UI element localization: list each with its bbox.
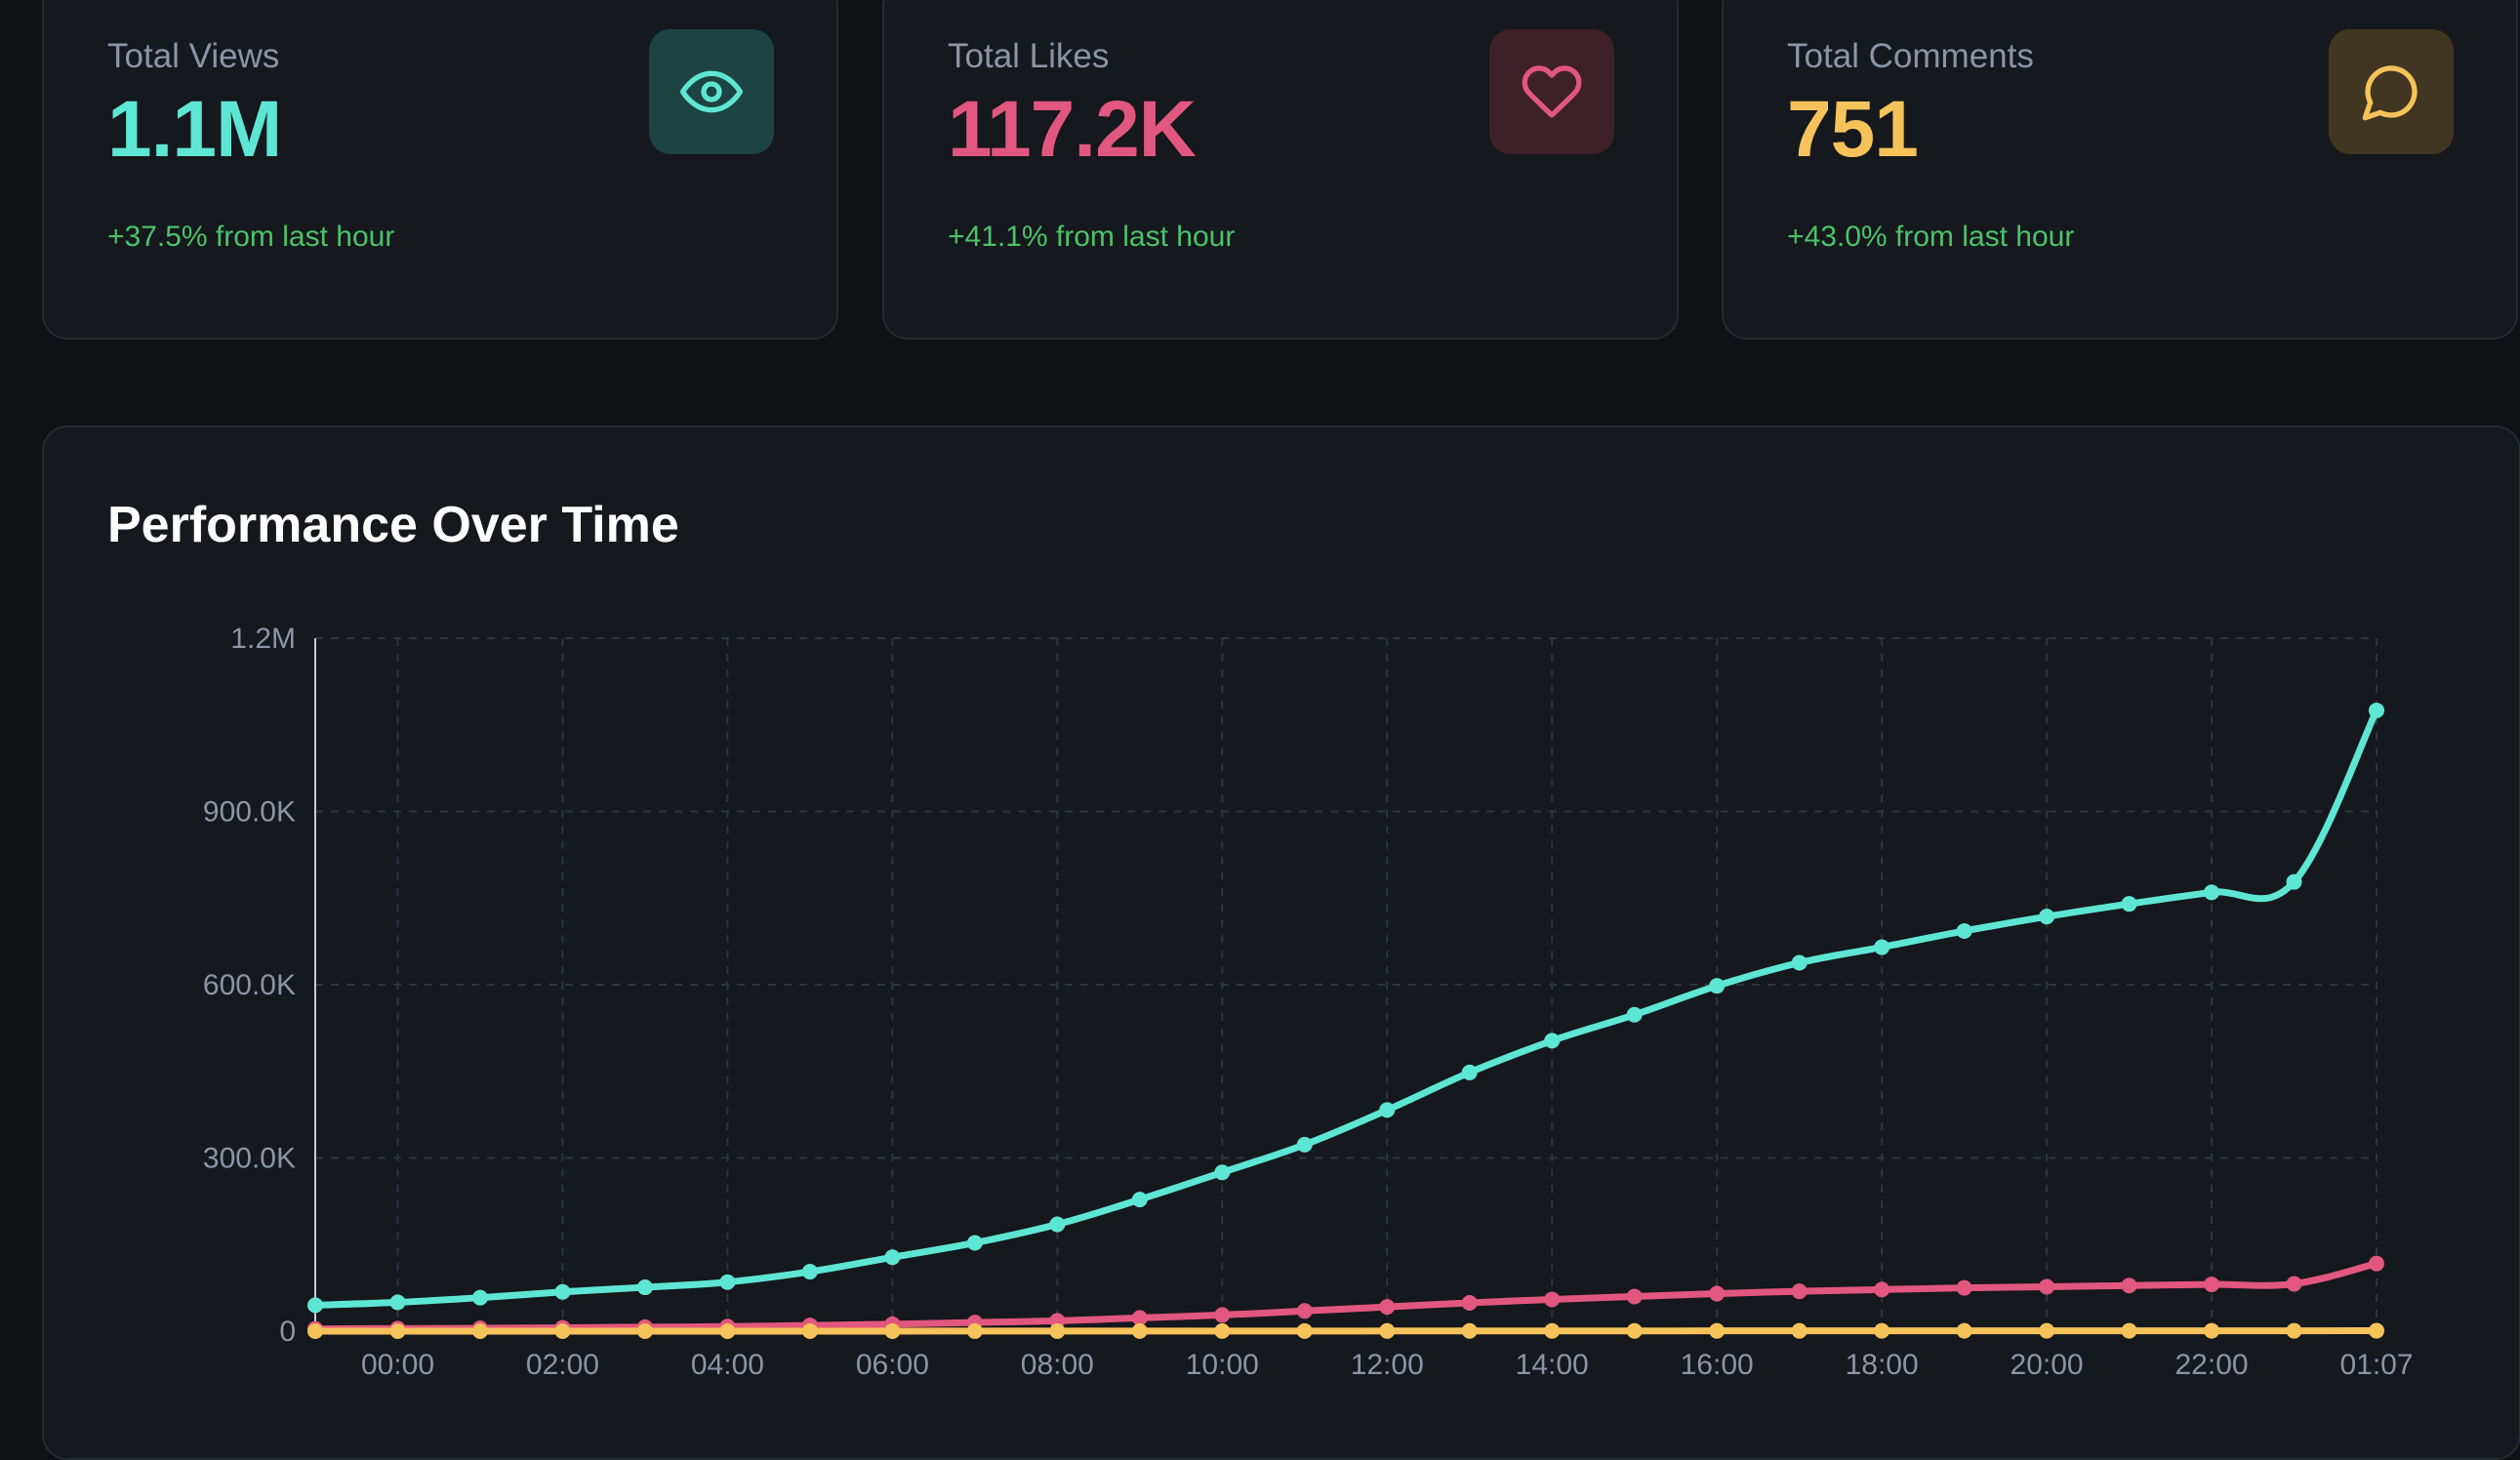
series-point-2: [719, 1323, 735, 1339]
series-point-1: [2369, 1256, 2384, 1272]
x-tick-label: 18:00: [1846, 1349, 1919, 1381]
series-point-2: [1214, 1323, 1230, 1339]
series-point-2: [554, 1323, 570, 1339]
series-point-1: [1957, 1280, 1972, 1296]
series-point-0: [2287, 874, 2302, 890]
series-point-0: [307, 1297, 323, 1313]
series-point-0: [967, 1235, 983, 1250]
series-point-1: [2122, 1278, 2137, 1293]
series-point-0: [1627, 1007, 1643, 1023]
series-point-2: [1792, 1323, 1808, 1339]
x-tick-label: 01:07: [2339, 1349, 2413, 1381]
series-point-0: [2122, 896, 2137, 912]
series-point-1: [1874, 1281, 1890, 1297]
series-point-0: [1874, 940, 1890, 955]
series-point-2: [1049, 1323, 1065, 1339]
series-point-2: [2204, 1323, 2219, 1339]
x-tick-label: 10:00: [1186, 1349, 1259, 1381]
series-point-1: [1462, 1295, 1478, 1311]
series-point-0: [1297, 1137, 1313, 1153]
series-point-0: [2039, 909, 2054, 924]
x-tick-label: 20:00: [2011, 1349, 2084, 1381]
series-point-2: [472, 1323, 488, 1339]
series-point-2: [389, 1323, 405, 1339]
series-point-0: [719, 1275, 735, 1290]
series-point-2: [1462, 1323, 1478, 1339]
y-tick-label: 300.0K: [203, 1143, 296, 1175]
series-point-1: [1214, 1307, 1230, 1322]
x-tick-label: 12:00: [1351, 1349, 1424, 1381]
series-line-1: [315, 1264, 2377, 1329]
series-point-0: [1132, 1192, 1148, 1207]
y-tick-label: 900.0K: [203, 796, 296, 829]
series-point-0: [637, 1279, 653, 1295]
series-point-2: [637, 1323, 653, 1339]
series-point-0: [389, 1294, 405, 1310]
series-point-0: [1544, 1033, 1560, 1048]
series-point-1: [1379, 1299, 1395, 1315]
series-point-2: [2369, 1323, 2384, 1339]
series-point-0: [1462, 1065, 1478, 1080]
series-point-2: [802, 1323, 818, 1339]
series-point-0: [884, 1249, 900, 1265]
series-point-2: [1627, 1323, 1643, 1339]
x-tick-label: 06:00: [856, 1349, 929, 1381]
series-point-2: [2039, 1323, 2054, 1339]
x-tick-label: 04:00: [691, 1349, 764, 1381]
series-point-2: [1544, 1323, 1560, 1339]
series-point-0: [472, 1290, 488, 1306]
series-point-2: [1297, 1323, 1313, 1339]
x-tick-label: 14:00: [1516, 1349, 1589, 1381]
y-tick-label: 600.0K: [203, 969, 296, 1001]
series-point-2: [884, 1323, 900, 1339]
series-line-0: [315, 710, 2377, 1305]
y-tick-label: 1.2M: [230, 623, 296, 655]
series-point-0: [2204, 884, 2219, 900]
series-point-0: [2369, 703, 2384, 718]
series-point-2: [1132, 1323, 1148, 1339]
series-point-2: [2122, 1323, 2137, 1339]
series-point-1: [2287, 1276, 2302, 1291]
series-point-2: [1957, 1323, 1972, 1339]
series-point-1: [2204, 1277, 2219, 1292]
series-point-2: [307, 1323, 323, 1339]
x-tick-label: 02:00: [526, 1349, 599, 1381]
series-point-2: [1709, 1323, 1725, 1339]
series-point-0: [1379, 1102, 1395, 1117]
series-point-2: [1379, 1323, 1395, 1339]
series-point-2: [2287, 1323, 2302, 1339]
performance-line-chart: 0 300.0K 600.0K 900.0K 1.2M 00:00 02:00 04:00 06…: [0, 0, 2520, 1427]
series-point-2: [1874, 1323, 1890, 1339]
series-point-0: [1709, 978, 1725, 994]
series-point-1: [1627, 1289, 1643, 1305]
series-point-1: [1544, 1291, 1560, 1307]
series-point-0: [1792, 955, 1808, 971]
series-point-0: [1957, 923, 1972, 939]
series-point-1: [2039, 1278, 2054, 1294]
series-point-0: [1049, 1217, 1065, 1233]
series-point-0: [1214, 1164, 1230, 1180]
series-point-0: [802, 1264, 818, 1279]
series-point-1: [1792, 1283, 1808, 1299]
x-tick-label: 16:00: [1681, 1349, 1754, 1381]
series-point-2: [967, 1323, 983, 1339]
series-point-1: [1297, 1303, 1313, 1318]
x-tick-label: 22:00: [2175, 1349, 2249, 1381]
series-point-1: [1709, 1286, 1725, 1302]
x-tick-label: 00:00: [361, 1349, 434, 1381]
series-point-0: [554, 1284, 570, 1300]
x-tick-label: 08:00: [1021, 1349, 1094, 1381]
y-tick-label: 0: [279, 1316, 296, 1348]
